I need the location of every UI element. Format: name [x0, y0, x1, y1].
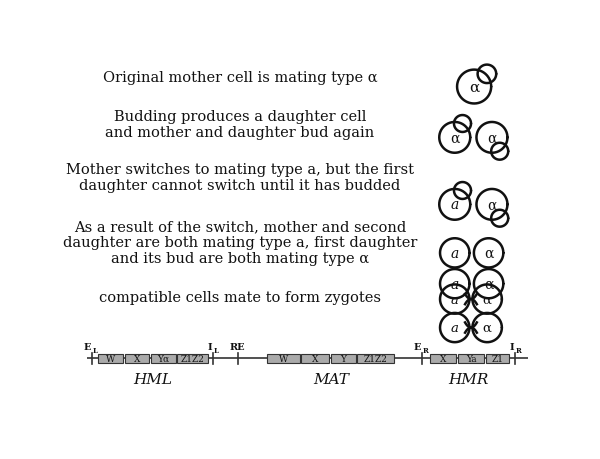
- Text: L: L: [93, 346, 98, 354]
- Text: L: L: [214, 346, 219, 354]
- Text: W: W: [279, 354, 288, 363]
- Text: Mother switches to mating type a, but the first
daughter cannot switch until it : Mother switches to mating type a, but th…: [66, 163, 414, 193]
- Text: I: I: [208, 342, 212, 352]
- Text: HMR: HMR: [449, 372, 489, 386]
- Text: Ya: Ya: [466, 354, 476, 363]
- Text: Budding produces a daughter cell
and mother and daughter bud again: Budding produces a daughter cell and mot…: [106, 110, 375, 140]
- Text: Y: Y: [340, 354, 346, 363]
- Text: R: R: [516, 346, 522, 354]
- Bar: [486, 354, 509, 363]
- Text: a: a: [451, 321, 458, 334]
- Bar: [301, 354, 329, 363]
- Text: R: R: [423, 346, 429, 354]
- Text: As a result of the switch, mother and second
daughter are both mating type a, fi: As a result of the switch, mother and se…: [63, 219, 417, 266]
- Text: α: α: [450, 131, 460, 145]
- Text: X: X: [440, 354, 446, 363]
- Text: HML: HML: [133, 372, 172, 386]
- Text: Z1: Z1: [491, 354, 503, 363]
- Text: W: W: [106, 354, 115, 363]
- Text: α: α: [483, 293, 491, 306]
- Bar: [357, 354, 394, 363]
- Text: a: a: [451, 277, 459, 291]
- Text: α: α: [487, 131, 497, 145]
- Text: α: α: [484, 246, 493, 260]
- Text: X: X: [134, 354, 140, 363]
- Bar: [458, 354, 484, 363]
- Text: α: α: [469, 80, 479, 95]
- Text: E: E: [84, 342, 91, 352]
- Text: X: X: [312, 354, 319, 363]
- Bar: [331, 354, 356, 363]
- Text: MAT: MAT: [313, 372, 349, 386]
- Text: a: a: [451, 246, 459, 260]
- Text: α: α: [484, 277, 493, 291]
- Text: Original mother cell is mating type α: Original mother cell is mating type α: [103, 71, 377, 85]
- Text: RE: RE: [230, 342, 245, 352]
- Bar: [151, 354, 176, 363]
- Bar: [125, 354, 149, 363]
- Text: a: a: [451, 293, 458, 306]
- Text: E: E: [414, 342, 421, 352]
- Bar: [178, 354, 208, 363]
- Text: compatible cells mate to form zygotes: compatible cells mate to form zygotes: [99, 290, 381, 304]
- Bar: [430, 354, 457, 363]
- Text: Z1Z2: Z1Z2: [181, 354, 205, 363]
- Bar: [98, 354, 123, 363]
- Text: Yα: Yα: [157, 354, 169, 363]
- Text: Z1Z2: Z1Z2: [364, 354, 388, 363]
- Text: I: I: [510, 342, 514, 352]
- Text: α: α: [483, 321, 491, 334]
- Text: a: a: [451, 198, 459, 212]
- Text: α: α: [487, 198, 497, 212]
- Bar: [267, 354, 300, 363]
